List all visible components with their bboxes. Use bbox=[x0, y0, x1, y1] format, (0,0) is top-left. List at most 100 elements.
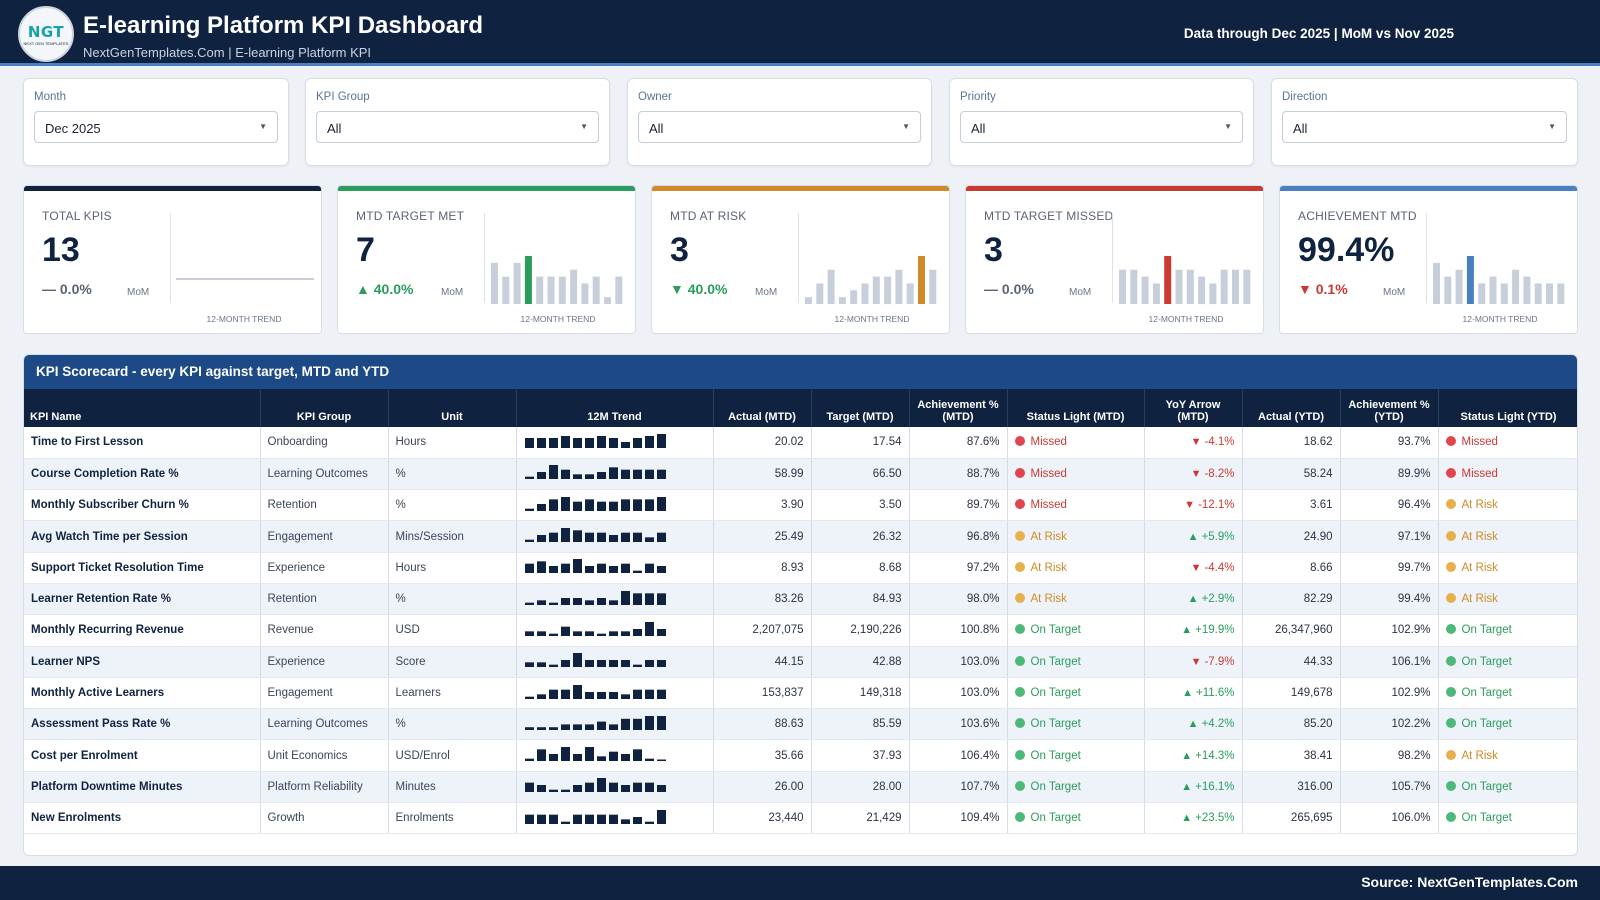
sparkline-bar bbox=[572, 653, 582, 668]
dropdown-value: All bbox=[971, 121, 986, 136]
column-header[interactable]: Achievement % (MTD) bbox=[909, 389, 1008, 427]
table-row[interactable]: Monthly Subscriber Churn % Retention% 3.90… bbox=[24, 489, 1577, 522]
achievement-mtd-cell: 97.2% bbox=[909, 552, 1008, 584]
table-row[interactable]: Support Ticket Resolution Time Experience… bbox=[24, 552, 1577, 584]
yoy-cell: ▲ +11.6% bbox=[1144, 677, 1243, 710]
sparkline-bar bbox=[584, 660, 594, 668]
card-label: ACHIEVEMENT MTD bbox=[1298, 209, 1417, 223]
sparkline-bar bbox=[536, 535, 546, 543]
card-value: 13 bbox=[42, 231, 80, 269]
table-row[interactable]: Monthly Recurring Revenue Revenue USD 2,207… bbox=[24, 614, 1577, 647]
filter-label: Owner bbox=[638, 91, 672, 103]
table-row[interactable]: Learner NPS Experience Score 44.15 42.88 103.… bbox=[24, 646, 1577, 678]
column-header[interactable]: Actual (YTD) bbox=[1242, 389, 1341, 427]
table-row[interactable]: Course Completion Rate % Learning Outcome… bbox=[24, 458, 1577, 491]
trend-bar bbox=[1220, 269, 1228, 304]
sparkline-bar bbox=[632, 664, 642, 668]
trend-cell bbox=[516, 739, 714, 772]
status-mtd-cell: Missed bbox=[1007, 489, 1145, 522]
sparkline-bar bbox=[644, 689, 654, 699]
sparkline-bar bbox=[548, 465, 558, 480]
card-accent-bar bbox=[338, 186, 635, 191]
target-mtd-cell: 37.93 bbox=[811, 739, 910, 772]
row-sparkline bbox=[524, 590, 666, 605]
sparkline-bar bbox=[548, 689, 558, 699]
column-header[interactable]: Status Light (MTD) bbox=[1007, 389, 1145, 427]
sparkline-bar bbox=[596, 691, 606, 699]
achievement-ytd-cell: 102.2% bbox=[1340, 708, 1439, 741]
kpi-card-total: TOTAL KPIS 13 — 0.0% MoM 12-MONTH TREND bbox=[23, 185, 322, 334]
achievement-ytd-cell: 106.0% bbox=[1340, 802, 1439, 835]
page-subtitle: NextGenTemplates.Com | E-learning Platfo… bbox=[83, 45, 372, 60]
sparkline-bar bbox=[644, 592, 654, 605]
unit-cell: Hours bbox=[388, 427, 517, 459]
sparkline-bar bbox=[524, 662, 534, 668]
target-mtd-cell: 66.50 bbox=[811, 458, 910, 491]
table-row[interactable]: New Enrolments Growth Enrolments 23,440 21,4… bbox=[24, 802, 1577, 835]
column-header[interactable]: KPI Group bbox=[260, 389, 389, 427]
sparkline-bar bbox=[536, 662, 546, 668]
sparkline-bar bbox=[524, 631, 534, 636]
arrow-down-icon: ▼ bbox=[1190, 467, 1202, 480]
logo-subtext: NEXT GEN TEMPLATES bbox=[23, 40, 69, 46]
achievement-ytd-cell: 106.1% bbox=[1340, 646, 1439, 678]
sparkline-bar bbox=[620, 532, 630, 543]
column-header[interactable]: 12M Trend bbox=[516, 389, 714, 427]
yoy-cell: ▼ -4.1% bbox=[1144, 427, 1243, 459]
sparkline-bar bbox=[536, 437, 546, 448]
sparkline-12m bbox=[491, 256, 623, 304]
table-row[interactable]: Learner Retention Rate % Retention% 83.26 8… bbox=[24, 583, 1577, 616]
table-row[interactable]: Cost per Enrolment Unit Economics USD/Enro… bbox=[24, 739, 1577, 772]
column-header[interactable]: Achievement % (YTD) bbox=[1340, 389, 1439, 427]
row-sparkline bbox=[524, 715, 666, 730]
target-mtd-cell: 26.32 bbox=[811, 520, 910, 553]
column-header[interactable]: Actual (MTD) bbox=[713, 389, 812, 427]
achievement-ytd-cell: 98.2% bbox=[1340, 739, 1439, 772]
column-header[interactable]: YoY Arrow (MTD) bbox=[1144, 389, 1243, 427]
yoy-value: -8.2% bbox=[1204, 467, 1235, 480]
column-header[interactable]: KPI Name bbox=[24, 389, 261, 427]
sparkline-bar bbox=[608, 535, 618, 543]
unit-cell: Score bbox=[388, 646, 517, 678]
sparkline-bar bbox=[620, 470, 630, 480]
trend-bar bbox=[816, 283, 824, 304]
yoy-value: -12.1% bbox=[1198, 499, 1235, 512]
sparkline-bar bbox=[524, 563, 534, 574]
table-row[interactable]: Monthly Active Learners Engagement Learner… bbox=[24, 677, 1577, 710]
trend-bar bbox=[1164, 256, 1172, 304]
sparkline-bar bbox=[620, 660, 630, 668]
sparkline-bar bbox=[644, 758, 654, 762]
column-header[interactable]: Status Light (YTD) bbox=[1438, 389, 1577, 427]
table-row[interactable]: Time to First Lesson Onboarding Hours 20.02… bbox=[24, 427, 1577, 459]
table-row[interactable]: Assessment Pass Rate % Learning Outcomes%… bbox=[24, 708, 1577, 741]
card-divider bbox=[484, 213, 485, 303]
sparkline-12m bbox=[1119, 256, 1251, 304]
caret-down-icon: ▼ bbox=[259, 122, 267, 131]
trend-bar bbox=[827, 269, 835, 304]
sparkline-bar bbox=[548, 499, 558, 511]
card-divider bbox=[170, 213, 171, 303]
card-label: MTD TARGET MISSED bbox=[984, 209, 1114, 223]
table-row[interactable]: Platform Downtime Minutes Platform Reliab… bbox=[24, 771, 1577, 804]
card-delta: ▼ 0.1% bbox=[1298, 281, 1348, 297]
month-dropdown[interactable]: Dec 2025 ▼ bbox=[34, 111, 278, 143]
arrow-down-icon: ▼ bbox=[1190, 436, 1202, 449]
arrow-down-icon: ▼ bbox=[1190, 561, 1202, 574]
kpi-group-dropdown[interactable]: All ▼ bbox=[316, 111, 599, 143]
table-row[interactable]: Avg Watch Time per Session Engagement Mins… bbox=[24, 520, 1577, 553]
achievement-ytd-cell: 102.9% bbox=[1340, 677, 1439, 710]
trend-cell bbox=[516, 520, 714, 553]
priority-dropdown[interactable]: All ▼ bbox=[960, 111, 1243, 143]
column-header[interactable]: Unit bbox=[388, 389, 517, 427]
owner-dropdown[interactable]: All ▼ bbox=[638, 111, 921, 143]
direction-dropdown[interactable]: All ▼ bbox=[1282, 111, 1567, 143]
target-mtd-cell: 3.50 bbox=[811, 489, 910, 522]
sparkline-bar bbox=[560, 660, 570, 668]
trend-bar bbox=[1198, 276, 1206, 304]
trend-bar bbox=[1489, 276, 1497, 304]
trend-label: 12-MONTH TREND bbox=[834, 314, 910, 324]
column-header[interactable]: Target (MTD) bbox=[811, 389, 910, 427]
status-text: On Target bbox=[1030, 780, 1081, 793]
sparkline-bar bbox=[548, 437, 558, 448]
sparkline-bar bbox=[560, 496, 570, 511]
